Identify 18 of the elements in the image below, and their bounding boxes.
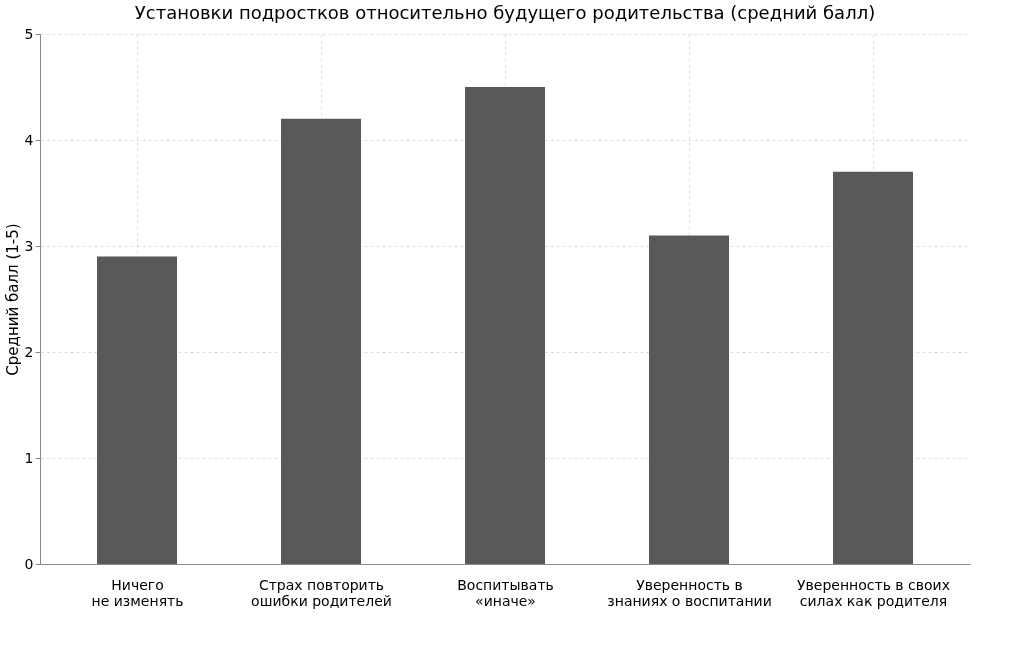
chart-title: Установки подростков относительно будущего родительства (средний балл) <box>134 2 876 23</box>
bar <box>649 235 729 564</box>
x-tick-label: Страх повторить ошибки родителей <box>251 576 392 609</box>
x-tick-label: Уверенность в своих силах как родителя <box>797 576 950 609</box>
y-tick-label: 2 <box>24 343 34 360</box>
x-tick-label: Воспитывать «иначе» <box>457 576 554 609</box>
y-tick-label: 3 <box>24 237 34 254</box>
y-tick-label: 0 <box>24 555 34 572</box>
y-tick-label: 4 <box>24 131 34 148</box>
x-tick-label: Ничего не изменять <box>91 576 184 609</box>
y-tick-label: 5 <box>24 25 34 42</box>
y-tick-label: 1 <box>24 449 34 466</box>
y-axis-title: Средний балл (1-5) <box>3 223 22 376</box>
bar <box>833 171 913 564</box>
bar <box>97 256 177 564</box>
bar <box>465 87 545 564</box>
bar <box>281 118 361 564</box>
x-tick-label: Уверенность в знаниях о воспитании <box>607 576 772 609</box>
